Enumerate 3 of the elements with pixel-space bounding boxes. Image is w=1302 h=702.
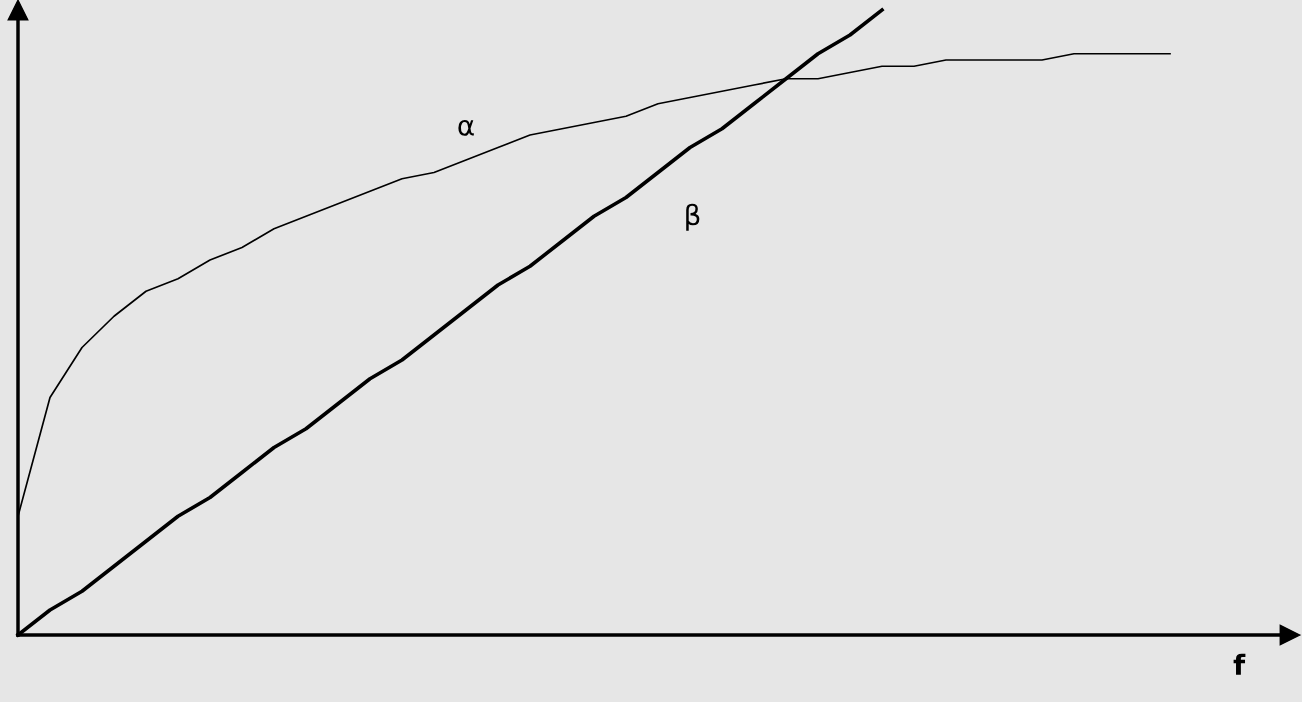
series-label: α (458, 119, 474, 136)
x-axis-title: f (1233, 653, 1246, 675)
series-label: β (686, 203, 700, 231)
